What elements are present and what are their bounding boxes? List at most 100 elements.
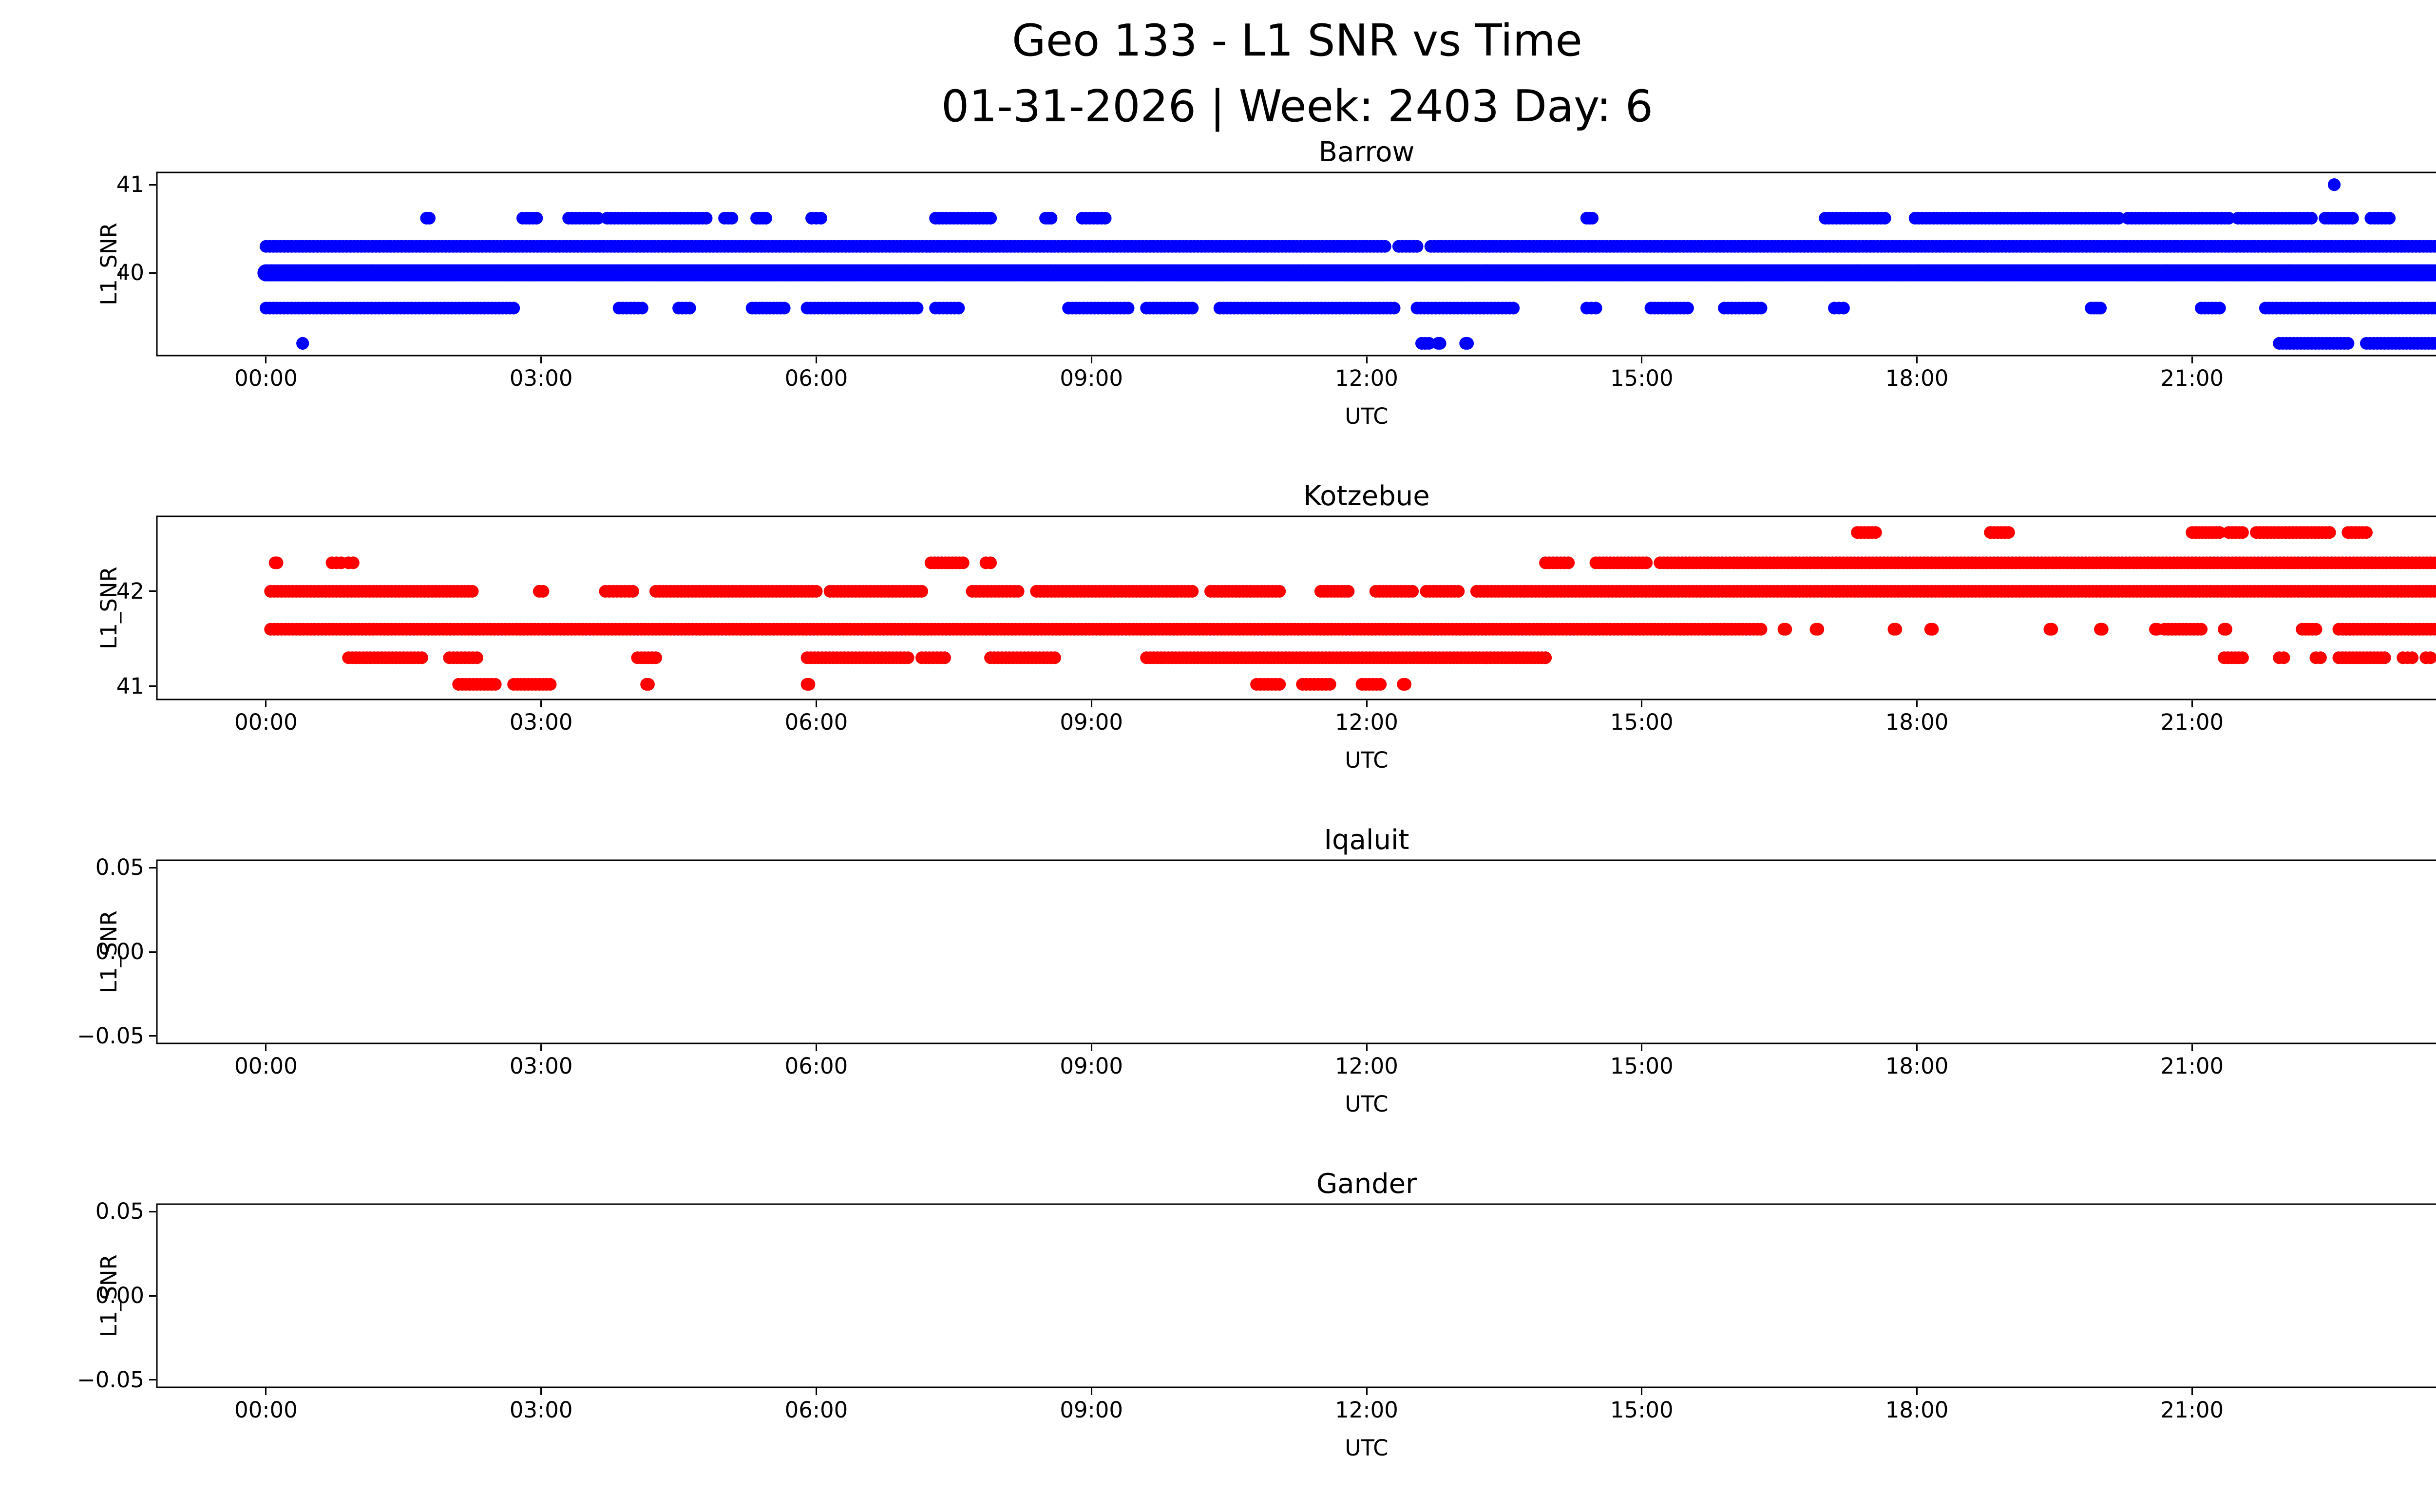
x-tick-label: 15:00 (1593, 709, 1691, 735)
x-tick-mark (265, 700, 266, 707)
y-tick-label: −0.05 (0, 1367, 144, 1393)
x-tick-mark (816, 357, 817, 363)
x-tick-mark (1366, 357, 1368, 363)
y-tick-label: 41 (0, 674, 144, 699)
x-tick-label: 00:00 (2418, 1397, 2436, 1423)
x-tick-mark (1916, 357, 1918, 363)
subplot-title: Barrow (156, 136, 2436, 168)
y-tick-label: 0.05 (0, 855, 144, 880)
x-tick-label: 00:00 (217, 1397, 315, 1423)
x-tick-mark (1916, 1388, 1918, 1395)
x-tick-mark (265, 357, 266, 363)
x-tick-label: 00:00 (217, 709, 315, 735)
y-tick-label: −0.05 (0, 1023, 144, 1049)
subplot-title: Kotzebue (156, 480, 2436, 512)
x-tick-label: 09:00 (1043, 365, 1140, 391)
x-tick-mark (1091, 1044, 1092, 1051)
figure-title-line1: Geo 133 - L1 SNR vs Time (0, 8, 2436, 74)
x-tick-mark (1091, 357, 1092, 363)
y-tick-label: 0.05 (0, 1199, 144, 1224)
x-tick-label: 21:00 (2143, 709, 2241, 735)
x-tick-label: 06:00 (767, 1397, 865, 1423)
x-tick-label: 00:00 (217, 1053, 315, 1079)
x-tick-mark (540, 1044, 542, 1051)
x-axis-label: UTC (156, 403, 2436, 429)
x-tick-label: 06:00 (767, 1053, 865, 1079)
x-tick-label: 18:00 (1868, 365, 1966, 391)
x-tick-mark (540, 357, 542, 363)
y-tick-mark (149, 1295, 156, 1297)
x-tick-label: 21:00 (2143, 1053, 2241, 1079)
x-tick-label: 03:00 (493, 1397, 590, 1423)
x-tick-mark (1641, 1388, 1642, 1395)
x-tick-label: 18:00 (1868, 1053, 1966, 1079)
figure-title-line2: 01-31-2026 | Week: 2403 Day: 6 (0, 74, 2436, 139)
x-tick-label: 21:00 (2143, 1397, 2241, 1423)
x-tick-mark (1091, 1388, 1092, 1395)
x-axis-label: UTC (156, 1091, 2436, 1117)
subplot-kotzebue: Kotzebue L1_SNR 41 42 00:00 03:00 06:00 09:0… (0, 480, 2436, 824)
x-tick-label: 00:00 (2418, 365, 2436, 391)
x-tick-mark (816, 700, 817, 707)
x-tick-label: 15:00 (1593, 1397, 1691, 1423)
x-tick-label: 15:00 (1593, 365, 1691, 391)
y-tick-label: 0.00 (0, 1283, 144, 1308)
x-tick-mark (265, 1388, 266, 1395)
x-tick-mark (816, 1044, 817, 1051)
x-tick-mark (816, 1388, 817, 1395)
x-tick-label: 12:00 (1318, 1053, 1415, 1079)
x-tick-mark (1916, 700, 1918, 707)
figure-title: Geo 133 - L1 SNR vs Time 01-31-2026 | We… (0, 8, 2436, 139)
x-tick-label: 03:00 (493, 1053, 590, 1079)
x-tick-mark (540, 1388, 542, 1395)
x-tick-label: 15:00 (1593, 1053, 1691, 1079)
figure-canvas: { "figure": { "title_line1": "Geo 133 - … (0, 0, 2436, 1477)
x-tick-label: 09:00 (1043, 709, 1140, 735)
x-tick-mark (2191, 1044, 2193, 1051)
plot-area-kotzebue (156, 515, 2436, 700)
x-tick-label: 00:00 (2418, 1053, 2436, 1079)
x-tick-label: 00:00 (2418, 709, 2436, 735)
x-tick-label: 12:00 (1318, 1397, 1415, 1423)
x-tick-mark (1641, 357, 1642, 363)
x-tick-mark (540, 700, 542, 707)
x-tick-mark (1366, 1044, 1368, 1051)
x-tick-mark (2191, 1388, 2193, 1395)
y-tick-label: 0.00 (0, 939, 144, 964)
x-tick-label: 09:00 (1043, 1053, 1140, 1079)
x-tick-label: 00:00 (217, 365, 315, 391)
x-tick-mark (1366, 1388, 1368, 1395)
x-tick-mark (1641, 700, 1642, 707)
plot-area-barrow (156, 171, 2436, 357)
y-tick-mark (149, 590, 156, 592)
x-tick-label: 06:00 (767, 365, 865, 391)
x-tick-label: 12:00 (1318, 365, 1415, 391)
y-tick-mark (149, 1211, 156, 1212)
y-tick-mark (149, 272, 156, 274)
plot-area-iqaluit (156, 859, 2436, 1044)
x-tick-mark (1641, 1044, 1642, 1051)
y-tick-mark (149, 1379, 156, 1380)
x-tick-label: 06:00 (767, 709, 865, 735)
x-tick-label: 03:00 (493, 709, 590, 735)
y-tick-label: 42 (0, 579, 144, 604)
x-tick-mark (265, 1044, 266, 1051)
subplot-title: Iqaluit (156, 824, 2436, 856)
y-tick-mark (149, 867, 156, 869)
x-axis-label: UTC (156, 1435, 2436, 1461)
x-tick-label: 09:00 (1043, 1397, 1140, 1423)
plot-area-gander (156, 1203, 2436, 1388)
y-tick-mark (149, 1035, 156, 1037)
x-tick-mark (1366, 700, 1368, 707)
y-axis-label: L1_SNR (98, 535, 120, 681)
x-tick-mark (1916, 1044, 1918, 1051)
y-tick-mark (149, 685, 156, 687)
y-tick-mark (149, 951, 156, 953)
x-tick-mark (2191, 357, 2193, 363)
x-tick-label: 03:00 (493, 365, 590, 391)
y-tick-mark (149, 184, 156, 186)
y-tick-label: 40 (0, 260, 144, 285)
